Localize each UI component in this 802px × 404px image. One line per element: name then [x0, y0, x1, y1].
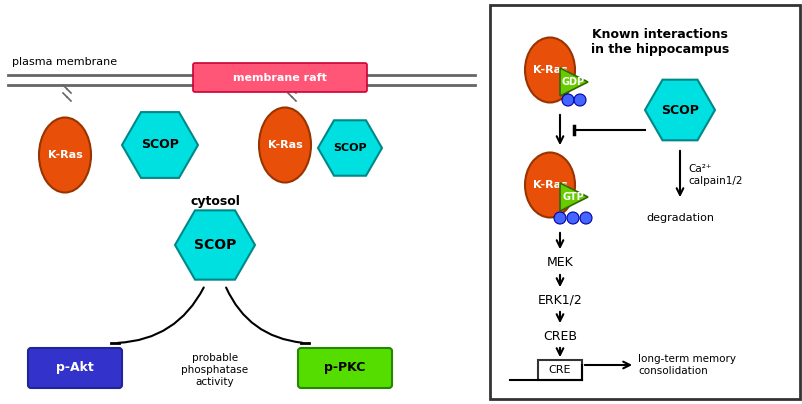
Text: ERK1/2: ERK1/2	[537, 293, 581, 307]
Bar	[537, 360, 581, 380]
Text: cytosol: cytosol	[190, 195, 240, 208]
Text: plasma membrane: plasma membrane	[12, 57, 117, 67]
FancyBboxPatch shape	[192, 63, 367, 92]
Text: p-PKC: p-PKC	[324, 362, 365, 375]
Polygon shape	[644, 80, 714, 140]
Circle shape	[561, 94, 573, 106]
Text: probable
phosphatase
activity: probable phosphatase activity	[181, 354, 249, 387]
Ellipse shape	[39, 118, 91, 192]
Text: long-term memory
consolidation: long-term memory consolidation	[638, 354, 735, 376]
Circle shape	[553, 212, 565, 224]
Text: K-Ras: K-Ras	[267, 140, 302, 150]
Circle shape	[579, 212, 591, 224]
Polygon shape	[175, 210, 255, 280]
Text: CRE: CRE	[548, 365, 570, 375]
Ellipse shape	[525, 38, 574, 103]
Text: K-Ras: K-Ras	[532, 180, 567, 190]
Text: K-Ras: K-Ras	[47, 150, 83, 160]
Text: Known interactions
in the hippocampus: Known interactions in the hippocampus	[590, 28, 728, 56]
Text: GDP: GDP	[561, 77, 584, 87]
Text: SCOP: SCOP	[333, 143, 367, 153]
Text: membrane raft: membrane raft	[233, 73, 326, 83]
Polygon shape	[318, 120, 382, 176]
Text: MEK: MEK	[546, 257, 573, 269]
Ellipse shape	[525, 152, 574, 217]
Polygon shape	[122, 112, 198, 178]
FancyBboxPatch shape	[298, 348, 391, 388]
Text: SCOP: SCOP	[660, 103, 698, 116]
Text: p-Akt: p-Akt	[56, 362, 94, 375]
Bar	[489, 5, 799, 399]
Text: CREB: CREB	[542, 330, 577, 343]
Circle shape	[566, 212, 578, 224]
Polygon shape	[559, 183, 587, 211]
Circle shape	[573, 94, 585, 106]
Polygon shape	[559, 68, 587, 96]
FancyBboxPatch shape	[28, 348, 122, 388]
Text: degradation: degradation	[645, 213, 713, 223]
Ellipse shape	[259, 107, 310, 183]
Text: SCOP: SCOP	[141, 139, 179, 152]
Text: K-Ras: K-Ras	[532, 65, 567, 75]
Text: Ca²⁺
calpain1/2: Ca²⁺ calpain1/2	[687, 164, 742, 186]
Text: GTP: GTP	[561, 192, 583, 202]
Text: SCOP: SCOP	[193, 238, 236, 252]
